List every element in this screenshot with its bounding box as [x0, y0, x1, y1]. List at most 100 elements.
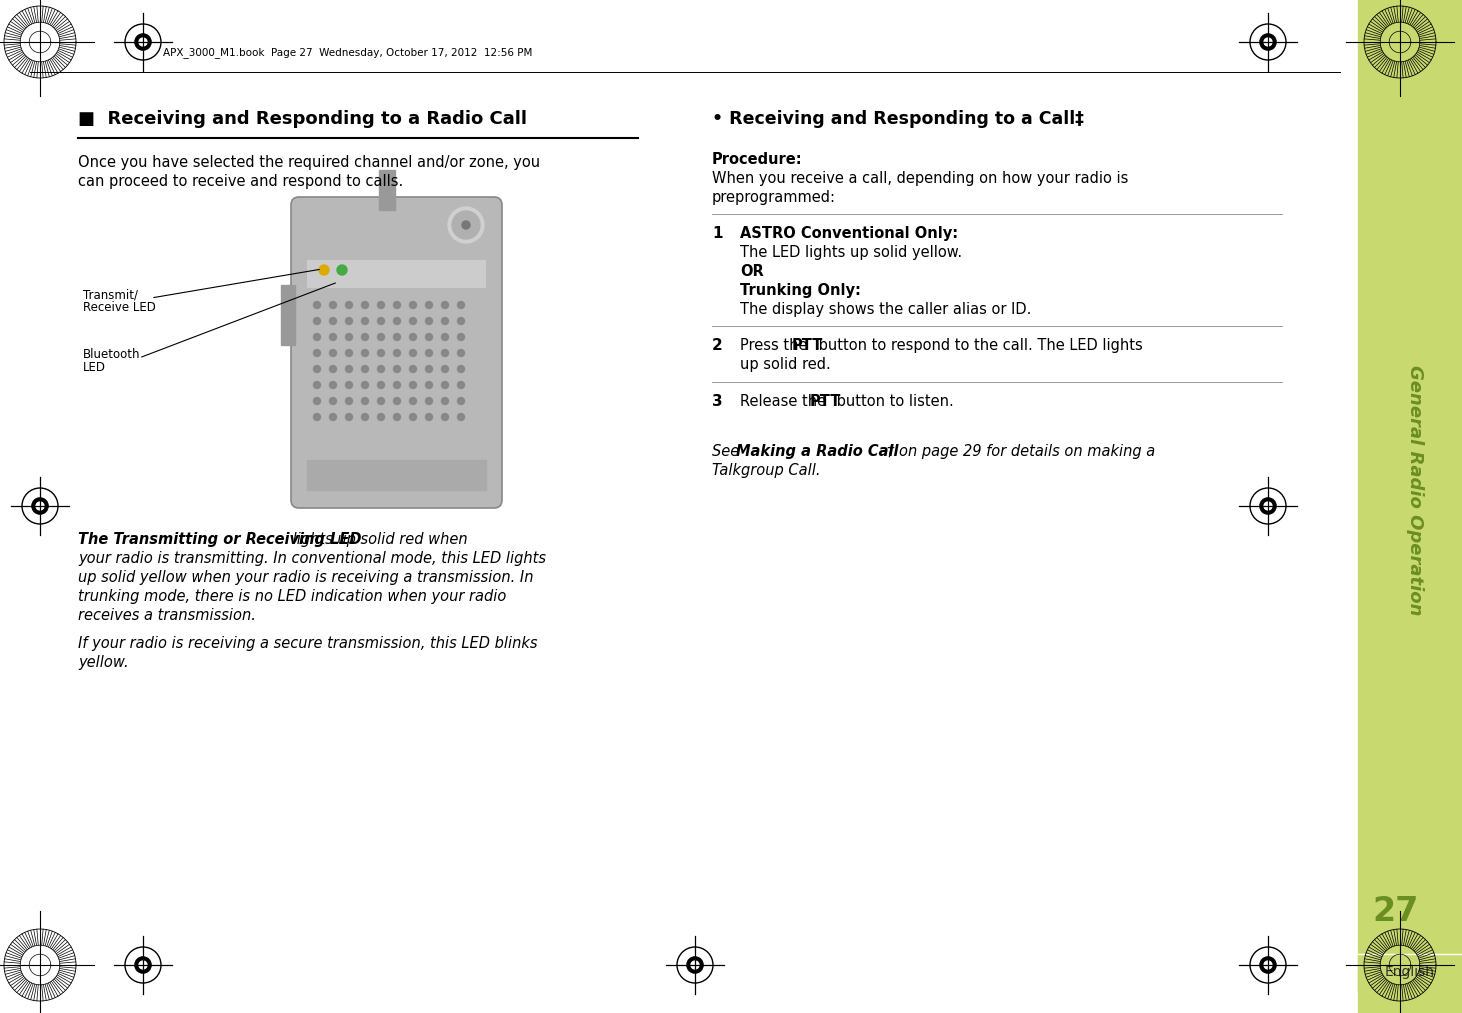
Circle shape — [361, 413, 368, 420]
Circle shape — [425, 413, 433, 420]
Circle shape — [345, 397, 352, 404]
Circle shape — [393, 349, 401, 357]
Text: Making a Radio Call: Making a Radio Call — [735, 444, 899, 459]
Circle shape — [361, 397, 368, 404]
Text: 2: 2 — [712, 338, 722, 353]
Circle shape — [425, 317, 433, 324]
Circle shape — [447, 207, 484, 243]
Text: • Receiving and Responding to a Call‡: • Receiving and Responding to a Call‡ — [712, 110, 1083, 128]
Circle shape — [313, 397, 320, 404]
Text: The Transmitting or Receiving LED: The Transmitting or Receiving LED — [77, 532, 361, 547]
Circle shape — [377, 397, 385, 404]
Circle shape — [345, 366, 352, 373]
Circle shape — [442, 349, 449, 357]
Text: yellow.: yellow. — [77, 655, 129, 670]
Circle shape — [313, 366, 320, 373]
Circle shape — [361, 333, 368, 340]
Text: Receive LED: Receive LED — [83, 301, 156, 314]
Circle shape — [329, 317, 336, 324]
Circle shape — [425, 382, 433, 389]
Text: up solid yellow when your radio is receiving a transmission. In: up solid yellow when your radio is recei… — [77, 570, 534, 585]
Circle shape — [1265, 502, 1272, 510]
Bar — [281, 285, 295, 345]
Circle shape — [361, 349, 368, 357]
Circle shape — [345, 349, 352, 357]
Circle shape — [1265, 38, 1272, 46]
Text: 1: 1 — [712, 226, 722, 241]
Circle shape — [462, 221, 469, 229]
Circle shape — [458, 382, 465, 389]
Circle shape — [393, 413, 401, 420]
Circle shape — [425, 349, 433, 357]
Circle shape — [329, 302, 336, 309]
Text: Procedure:: Procedure: — [712, 152, 803, 167]
Circle shape — [329, 397, 336, 404]
Circle shape — [361, 302, 368, 309]
Text: Press the: Press the — [740, 338, 811, 353]
Circle shape — [361, 317, 368, 324]
Circle shape — [442, 413, 449, 420]
Circle shape — [313, 413, 320, 420]
Circle shape — [377, 382, 385, 389]
Circle shape — [409, 382, 417, 389]
Circle shape — [313, 333, 320, 340]
Circle shape — [32, 498, 48, 515]
Circle shape — [313, 349, 320, 357]
Text: Once you have selected the required channel and/or zone, you: Once you have selected the required chan… — [77, 155, 539, 170]
Circle shape — [393, 382, 401, 389]
Circle shape — [313, 382, 320, 389]
Circle shape — [458, 413, 465, 420]
Text: See: See — [712, 444, 744, 459]
Circle shape — [458, 366, 465, 373]
Circle shape — [345, 382, 352, 389]
Circle shape — [345, 302, 352, 309]
Circle shape — [409, 413, 417, 420]
Bar — [307, 260, 485, 288]
Circle shape — [409, 317, 417, 324]
Text: PTT: PTT — [792, 338, 823, 353]
Text: Transmit/: Transmit/ — [83, 288, 137, 301]
Text: Bluetooth: Bluetooth — [83, 348, 140, 361]
Circle shape — [393, 397, 401, 404]
Text: 3: 3 — [712, 394, 722, 409]
Text: PTT: PTT — [810, 394, 841, 409]
Circle shape — [139, 961, 148, 969]
Circle shape — [1260, 498, 1276, 515]
Circle shape — [458, 397, 465, 404]
Bar — [379, 170, 395, 210]
Circle shape — [452, 211, 480, 239]
Text: LED: LED — [83, 361, 107, 374]
Circle shape — [393, 366, 401, 373]
Circle shape — [442, 382, 449, 389]
Circle shape — [345, 333, 352, 340]
Circle shape — [687, 957, 703, 973]
Circle shape — [393, 317, 401, 324]
FancyBboxPatch shape — [291, 197, 501, 508]
Text: 27: 27 — [1371, 895, 1418, 928]
Text: receives a transmission.: receives a transmission. — [77, 608, 256, 623]
Circle shape — [442, 366, 449, 373]
Circle shape — [425, 366, 433, 373]
Circle shape — [329, 333, 336, 340]
Circle shape — [1260, 33, 1276, 50]
Text: English: English — [1385, 965, 1436, 979]
Text: † on page 29 for details on making a: † on page 29 for details on making a — [887, 444, 1155, 459]
Text: trunking mode, there is no LED indication when your radio: trunking mode, there is no LED indicatio… — [77, 589, 506, 604]
Circle shape — [135, 33, 151, 50]
Text: Talkgroup Call.: Talkgroup Call. — [712, 463, 820, 478]
Bar — [133, 200, 558, 510]
Circle shape — [329, 366, 336, 373]
Circle shape — [377, 413, 385, 420]
Text: preprogrammed:: preprogrammed: — [712, 190, 836, 205]
Circle shape — [442, 397, 449, 404]
Circle shape — [458, 349, 465, 357]
Circle shape — [442, 302, 449, 309]
Circle shape — [139, 38, 148, 46]
Circle shape — [345, 413, 352, 420]
Text: Release the: Release the — [740, 394, 830, 409]
Circle shape — [442, 333, 449, 340]
Circle shape — [377, 349, 385, 357]
Circle shape — [1260, 957, 1276, 973]
Circle shape — [319, 265, 329, 275]
Circle shape — [377, 333, 385, 340]
